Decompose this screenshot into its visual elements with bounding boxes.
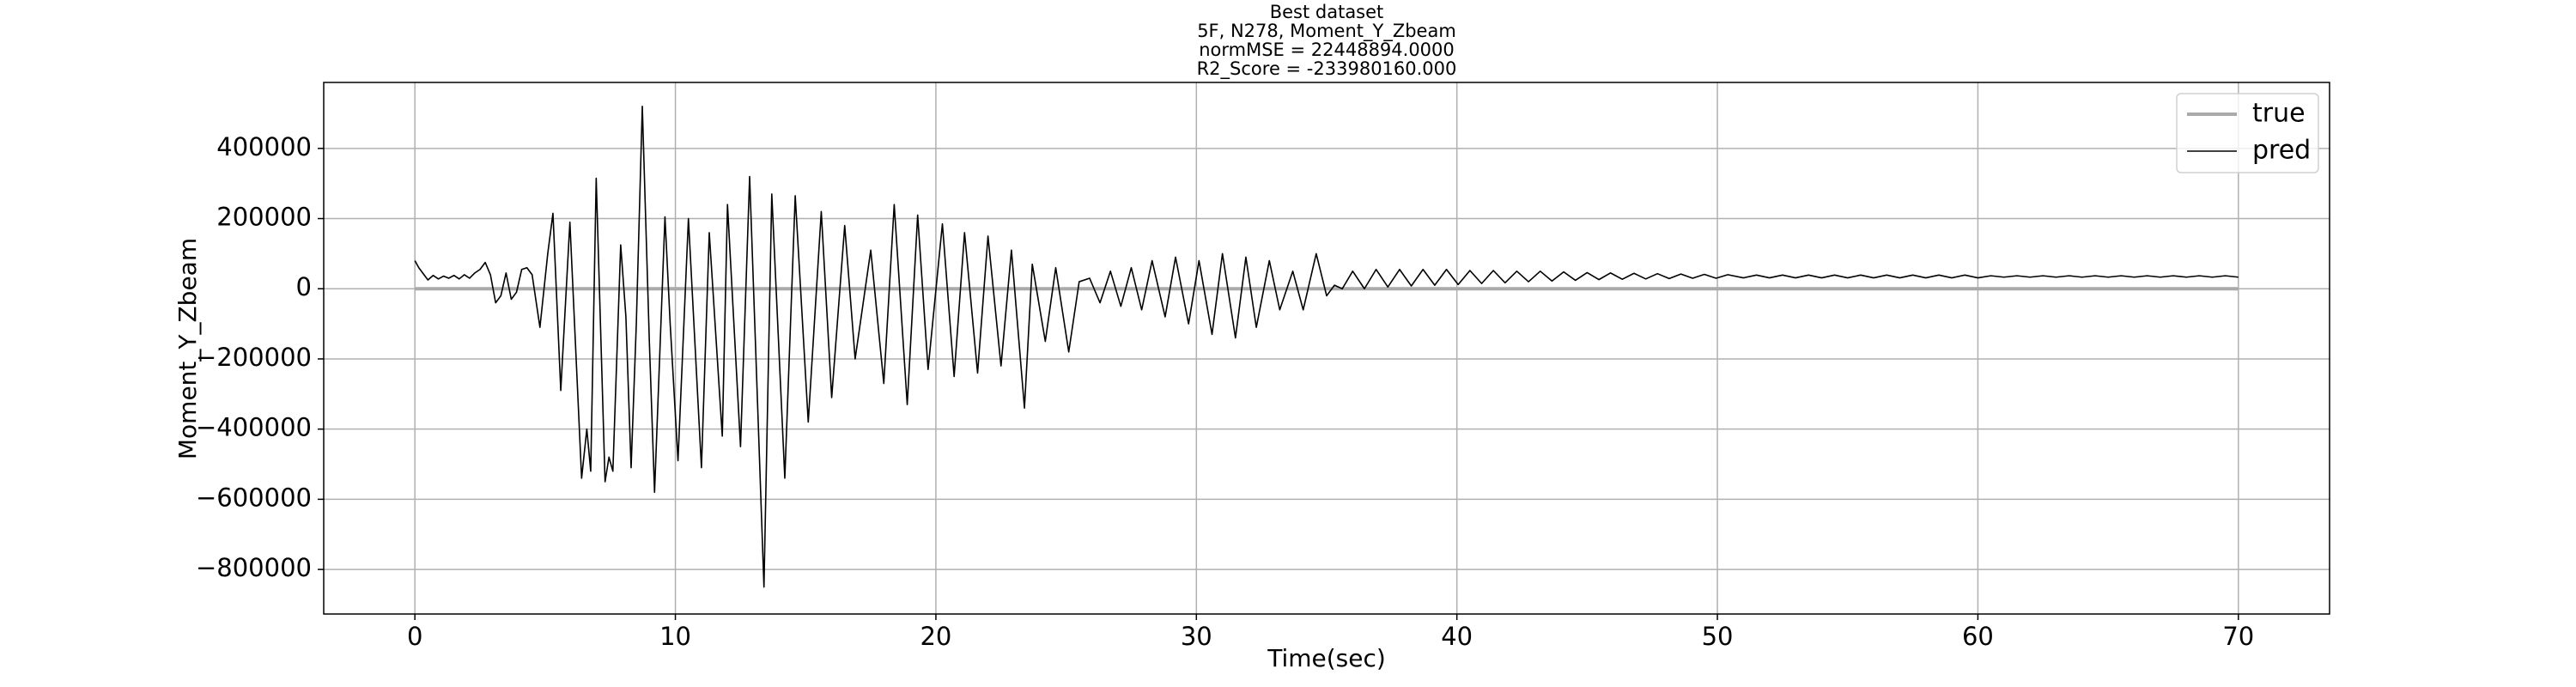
- x-tick-label: 10: [659, 622, 691, 651]
- y-tick-label: 200000: [216, 203, 312, 232]
- chart-subtitle: 5F, N278, Moment_Y_Zbeam: [1197, 21, 1456, 42]
- x-tick-label: 70: [2222, 622, 2254, 651]
- x-tick-label: 20: [920, 622, 951, 651]
- x-tick-label: 40: [1441, 622, 1473, 651]
- chart-subtitle: R2_Score = -233980160.000: [1197, 58, 1457, 80]
- y-tick-label: −600000: [196, 483, 312, 512]
- x-tick-label: 60: [1962, 622, 1994, 651]
- y-tick-label: −400000: [196, 413, 312, 442]
- y-tick-label: 0: [296, 272, 312, 301]
- x-axis-label: Time(sec): [1267, 644, 1386, 672]
- y-tick-label: −800000: [196, 553, 312, 582]
- x-tick-label: 50: [1702, 622, 1734, 651]
- plot-frame: [323, 82, 2330, 615]
- line-series: [414, 105, 2239, 588]
- legend-label: true: [2252, 99, 2306, 129]
- chart-subtitle: normMSE = 22448894.0000: [1199, 40, 1455, 60]
- y-axis-label: Moment_Y_Zbeam: [173, 238, 202, 459]
- x-tick-label: 30: [1181, 622, 1212, 651]
- legend-label: pred: [2252, 136, 2311, 166]
- x-tick-label: 0: [407, 622, 422, 651]
- y-tick-label: −200000: [196, 343, 312, 372]
- chart-title: Best dataset: [1270, 2, 1384, 22]
- y-tick-label: 400000: [216, 132, 312, 161]
